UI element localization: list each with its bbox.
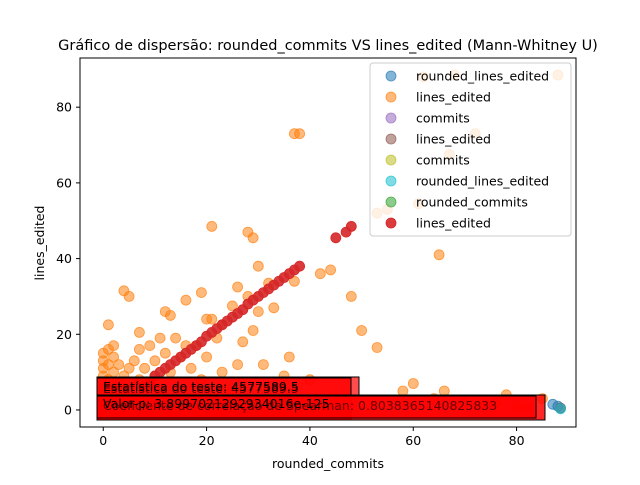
point-series-1-30 — [128, 355, 140, 367]
point-series-1-17 — [108, 351, 119, 363]
point-series-1-51 — [185, 362, 197, 374]
x-tick-label-1: 20 — [199, 433, 215, 448]
point-series-1-35 — [139, 362, 151, 374]
point-series-1-80 — [294, 128, 306, 140]
legend-marker-1 — [385, 91, 397, 103]
plot-area: 0 20 40 60 80 0 20 40 60 80 Estatística do teste… — [56, 57, 577, 448]
y-tick-label-3: 60 — [56, 175, 72, 190]
point-series-1-31 — [133, 326, 145, 338]
point-series-1-46 — [170, 332, 182, 344]
y-tick-label-0: 0 — [64, 402, 72, 417]
legend-label-0: rounded_lines_edited — [416, 69, 549, 84]
x-axis-label: rounded_commits — [272, 456, 384, 471]
legend-marker-3 — [385, 133, 397, 145]
x-tick-label-4: 80 — [509, 433, 525, 448]
x-tick-label-2: 40 — [302, 433, 318, 448]
point-series-1-56 — [201, 351, 213, 363]
point-series-1-11 — [103, 359, 114, 371]
x-tick-label-3: 60 — [405, 433, 421, 448]
point-series-1-28 — [123, 362, 135, 374]
point-series-1-53 — [195, 287, 207, 299]
annotation-text-2: Estatística do teste: 4577589.5 — [103, 379, 299, 394]
legend-label-5: rounded_lines_edited — [416, 174, 549, 189]
chart-title: Gráfico de dispersão: rounded_commits VS… — [58, 38, 598, 54]
point-series-1-72 — [252, 306, 264, 318]
y-tick-label-4: 80 — [56, 100, 72, 115]
y-ticks: 0 20 40 60 80 — [56, 100, 80, 417]
point-series-1-33 — [133, 343, 145, 355]
point-series-1-69 — [247, 232, 259, 244]
point-series-1-85 — [356, 325, 368, 336]
legend-label-6: rounded_commits — [416, 195, 528, 210]
annotation-text-1: Estatística do teste: 4577589.5 — [103, 381, 299, 396]
point-series-1-84 — [345, 290, 357, 302]
legend-marker-7 — [385, 217, 397, 229]
point-series-1-45 — [164, 309, 176, 321]
point-series-1-94 — [433, 249, 445, 261]
legend-marker-5 — [385, 175, 397, 187]
point-series-1-73 — [257, 359, 269, 371]
point-series-1-40 — [154, 332, 166, 344]
point-series-1-58 — [206, 313, 218, 325]
point-series-1-83 — [325, 264, 337, 276]
point-series-1-43 — [159, 347, 171, 359]
legend-label-4: commits — [416, 153, 470, 168]
annotation-text-4: Coeficiente de correlação de Spearman: 0… — [103, 398, 497, 413]
point-series-1-86 — [371, 342, 383, 353]
legend-marker-6 — [385, 196, 397, 208]
point-series-1-62 — [226, 300, 238, 312]
point-series-1-64 — [232, 281, 244, 293]
point-series-7-31 — [330, 232, 342, 244]
legend-frame — [369, 62, 572, 237]
point-series-1-57 — [206, 220, 218, 232]
legend-label-7: lines_edited — [416, 216, 491, 231]
legend-marker-2 — [385, 112, 397, 124]
point-series-1-77 — [283, 351, 295, 363]
point-series-1-25 — [123, 290, 135, 302]
point-series-1-61 — [216, 366, 228, 378]
legend-marker-4 — [385, 154, 397, 166]
legend-marker-0 — [385, 70, 397, 82]
annotations-layer: Estatística do teste: 4577589.5 Estatíst… — [96, 376, 546, 421]
point-series-1-65 — [232, 359, 244, 371]
y-axis-label: lines_edited — [32, 206, 47, 281]
x-ticks: 0 20 40 60 80 — [99, 427, 525, 448]
y-tick-label-2: 40 — [56, 251, 72, 266]
point-series-1-66 — [237, 336, 249, 348]
point-series-1-21 — [113, 359, 125, 371]
point-series-7-30 — [294, 260, 306, 272]
point-series-1-49 — [180, 294, 192, 306]
point-series-7-33 — [345, 220, 357, 232]
y-tick-label-1: 20 — [56, 327, 72, 342]
point-series-1-82 — [314, 268, 326, 280]
point-series-1-79 — [288, 275, 300, 287]
legend: rounded_lines_editedlines_editedcommitsl… — [369, 62, 572, 237]
annotation-text-3: Valor-p: 3.8997021292934016e-125 — [103, 396, 330, 411]
axes-frame — [79, 57, 577, 428]
point-series-5-0 — [555, 403, 566, 415]
point-series-1-71 — [252, 260, 264, 272]
point-series-1-13 — [103, 319, 114, 331]
legend-label-2: commits — [416, 111, 470, 126]
point-series-1-75 — [268, 302, 280, 314]
legend-label-3: lines_edited — [416, 132, 491, 147]
point-series-1-37 — [144, 340, 156, 352]
x-tick-label-0: 0 — [99, 433, 107, 448]
legend-label-1: lines_edited — [416, 90, 491, 105]
legend-items: rounded_lines_editedlines_editedcommitsl… — [385, 69, 549, 231]
annotation-box-4 — [96, 395, 537, 419]
point-series-1-70 — [247, 325, 259, 336]
point-series-1-38 — [149, 355, 161, 367]
point-series-1-90 — [407, 378, 419, 389]
point-series-1-18 — [108, 340, 119, 352]
